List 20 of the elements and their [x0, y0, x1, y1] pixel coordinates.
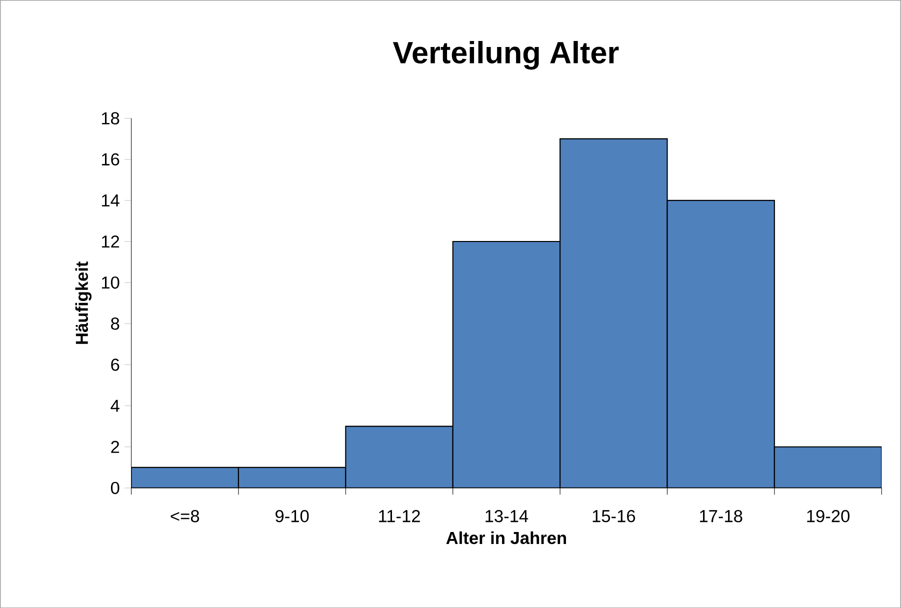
x-tick-label: 19-20 — [807, 510, 850, 522]
x-axis-title: Alter in Jahren — [446, 531, 566, 544]
chart-title: Verteilung Alter — [392, 40, 619, 70]
y-tick-label: 14 — [102, 194, 120, 206]
x-tick-label: 9-10 — [276, 510, 309, 522]
y-tick-label: 4 — [110, 400, 120, 412]
y-tick-label: 16 — [102, 153, 120, 166]
x-tick-label: 17-18 — [700, 510, 742, 522]
y-tick-label: 8 — [111, 317, 120, 330]
y-tick-label: 18 — [102, 112, 120, 124]
y-tick-label: 0 — [110, 482, 120, 494]
y-axis-title: Häufigkeit — [75, 261, 92, 344]
x-tick-label: <=8 — [170, 510, 200, 522]
x-tick-label: 13-14 — [486, 510, 528, 522]
y-tick-label: 2 — [111, 440, 120, 453]
x-tick-label: 11-12 — [379, 510, 420, 522]
x-tick-label: 15-16 — [592, 510, 636, 522]
y-tick-label: 10 — [102, 276, 120, 289]
y-tick-label: 6 — [111, 358, 120, 371]
y-tick-label: 12 — [102, 235, 120, 248]
